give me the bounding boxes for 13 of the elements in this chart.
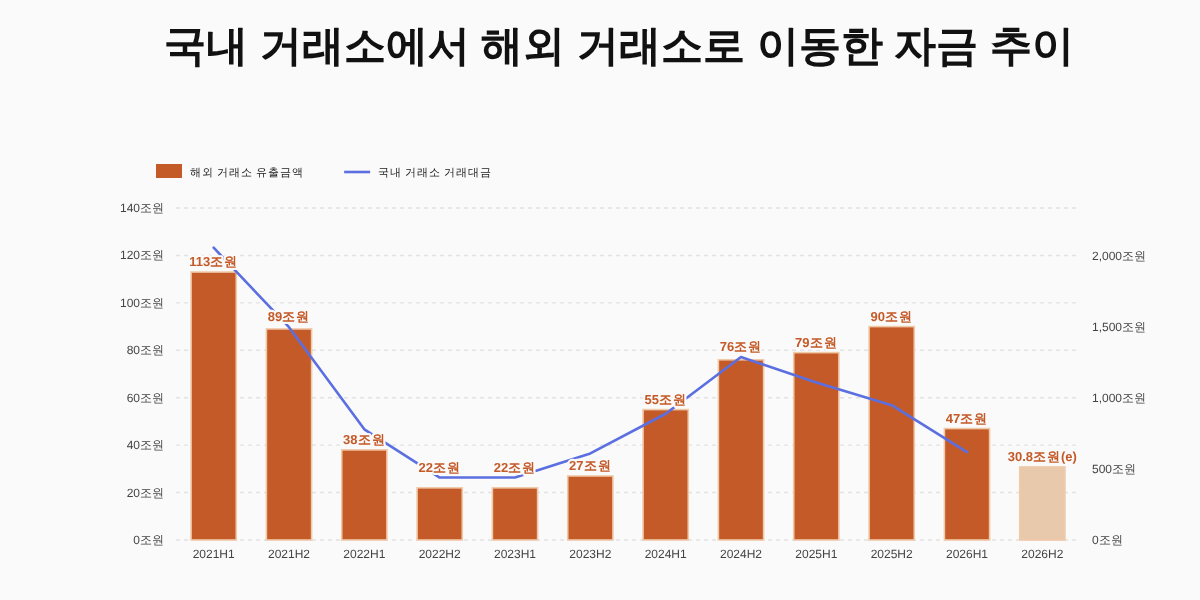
bar bbox=[416, 487, 464, 541]
bar bbox=[717, 358, 765, 541]
bar bbox=[491, 487, 539, 541]
bar bbox=[868, 325, 916, 541]
bar bbox=[792, 351, 840, 541]
bar bbox=[265, 328, 313, 541]
chart-title: 국내 거래소에서 해외 거래소로 이동한 자금 추이 bbox=[164, 24, 1075, 70]
bar bbox=[642, 408, 690, 541]
bar bbox=[1018, 466, 1066, 541]
bar bbox=[566, 475, 614, 541]
bar bbox=[943, 427, 991, 541]
bar bbox=[190, 271, 238, 541]
bar bbox=[340, 449, 388, 541]
